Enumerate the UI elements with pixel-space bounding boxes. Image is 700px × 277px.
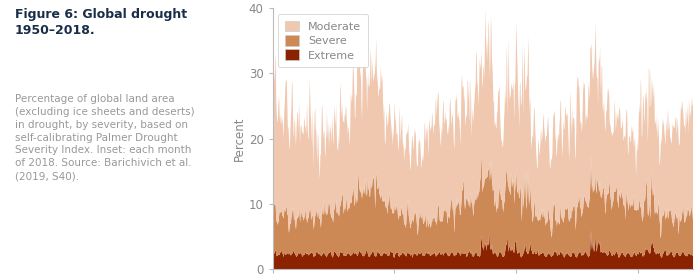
Y-axis label: Percent: Percent (233, 116, 246, 161)
Text: Figure 6: Global drought
1950–2018.: Figure 6: Global drought 1950–2018. (15, 8, 187, 37)
Legend: Moderate, Severe, Extreme: Moderate, Severe, Extreme (278, 14, 368, 67)
Text: Percentage of global land area
(excluding ice sheets and deserts)
in drought, by: Percentage of global land area (excludin… (15, 94, 194, 181)
